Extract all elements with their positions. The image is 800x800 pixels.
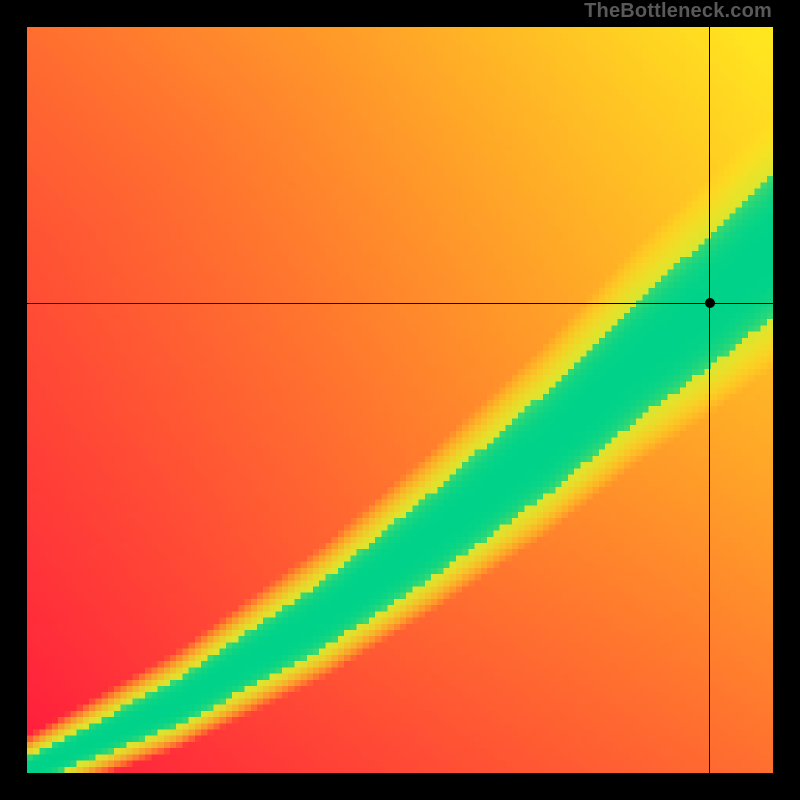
chart-container: TheBottleneck.com (0, 0, 800, 800)
crosshair-marker (705, 298, 715, 308)
crosshair-vertical (709, 27, 710, 773)
heatmap-canvas (27, 27, 773, 773)
watermark-label: TheBottleneck.com (584, 0, 772, 23)
crosshair-horizontal (27, 303, 773, 304)
heatmap-plot-area (27, 27, 773, 773)
